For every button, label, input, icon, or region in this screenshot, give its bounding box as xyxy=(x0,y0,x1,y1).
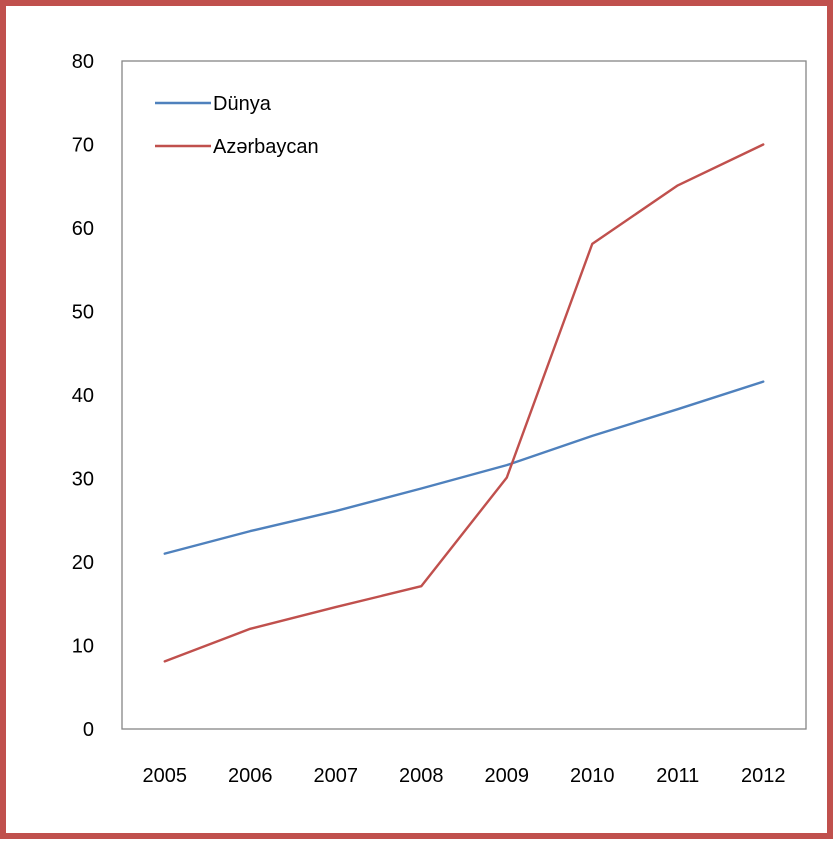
y-tick-label: 10 xyxy=(72,636,94,658)
x-tick-label: 2011 xyxy=(656,765,699,787)
x-tick-label: 2006 xyxy=(228,765,273,787)
y-tick-label: 80 xyxy=(72,51,94,73)
x-tick-label: 2009 xyxy=(485,765,530,787)
y-tick-label: 0 xyxy=(83,719,94,741)
y-tick-label: 60 xyxy=(72,218,94,240)
y-tick-label: 30 xyxy=(72,469,94,491)
x-tick-label: 2012 xyxy=(741,765,786,787)
plot-area-border xyxy=(122,61,806,729)
y-tick-label: 70 xyxy=(72,135,94,157)
x-tick-label: 2005 xyxy=(143,765,188,787)
y-tick-label: 50 xyxy=(72,302,94,324)
x-axis-ticks: 2005 2006 2007 2008 2009 2010 2011 2012 xyxy=(143,765,786,787)
y-tick-label: 40 xyxy=(72,385,94,407)
x-tick-label: 2010 xyxy=(570,765,615,787)
y-axis-ticks: 0 10 20 30 40 50 60 70 80 xyxy=(72,51,94,741)
plot-area xyxy=(122,61,806,729)
legend-label: Azərbaycan xyxy=(213,136,319,158)
y-tick-label: 20 xyxy=(72,552,94,574)
x-tick-label: 2007 xyxy=(314,765,359,787)
legend-label: Dünya xyxy=(213,93,272,115)
x-tick-label: 2008 xyxy=(399,765,444,787)
